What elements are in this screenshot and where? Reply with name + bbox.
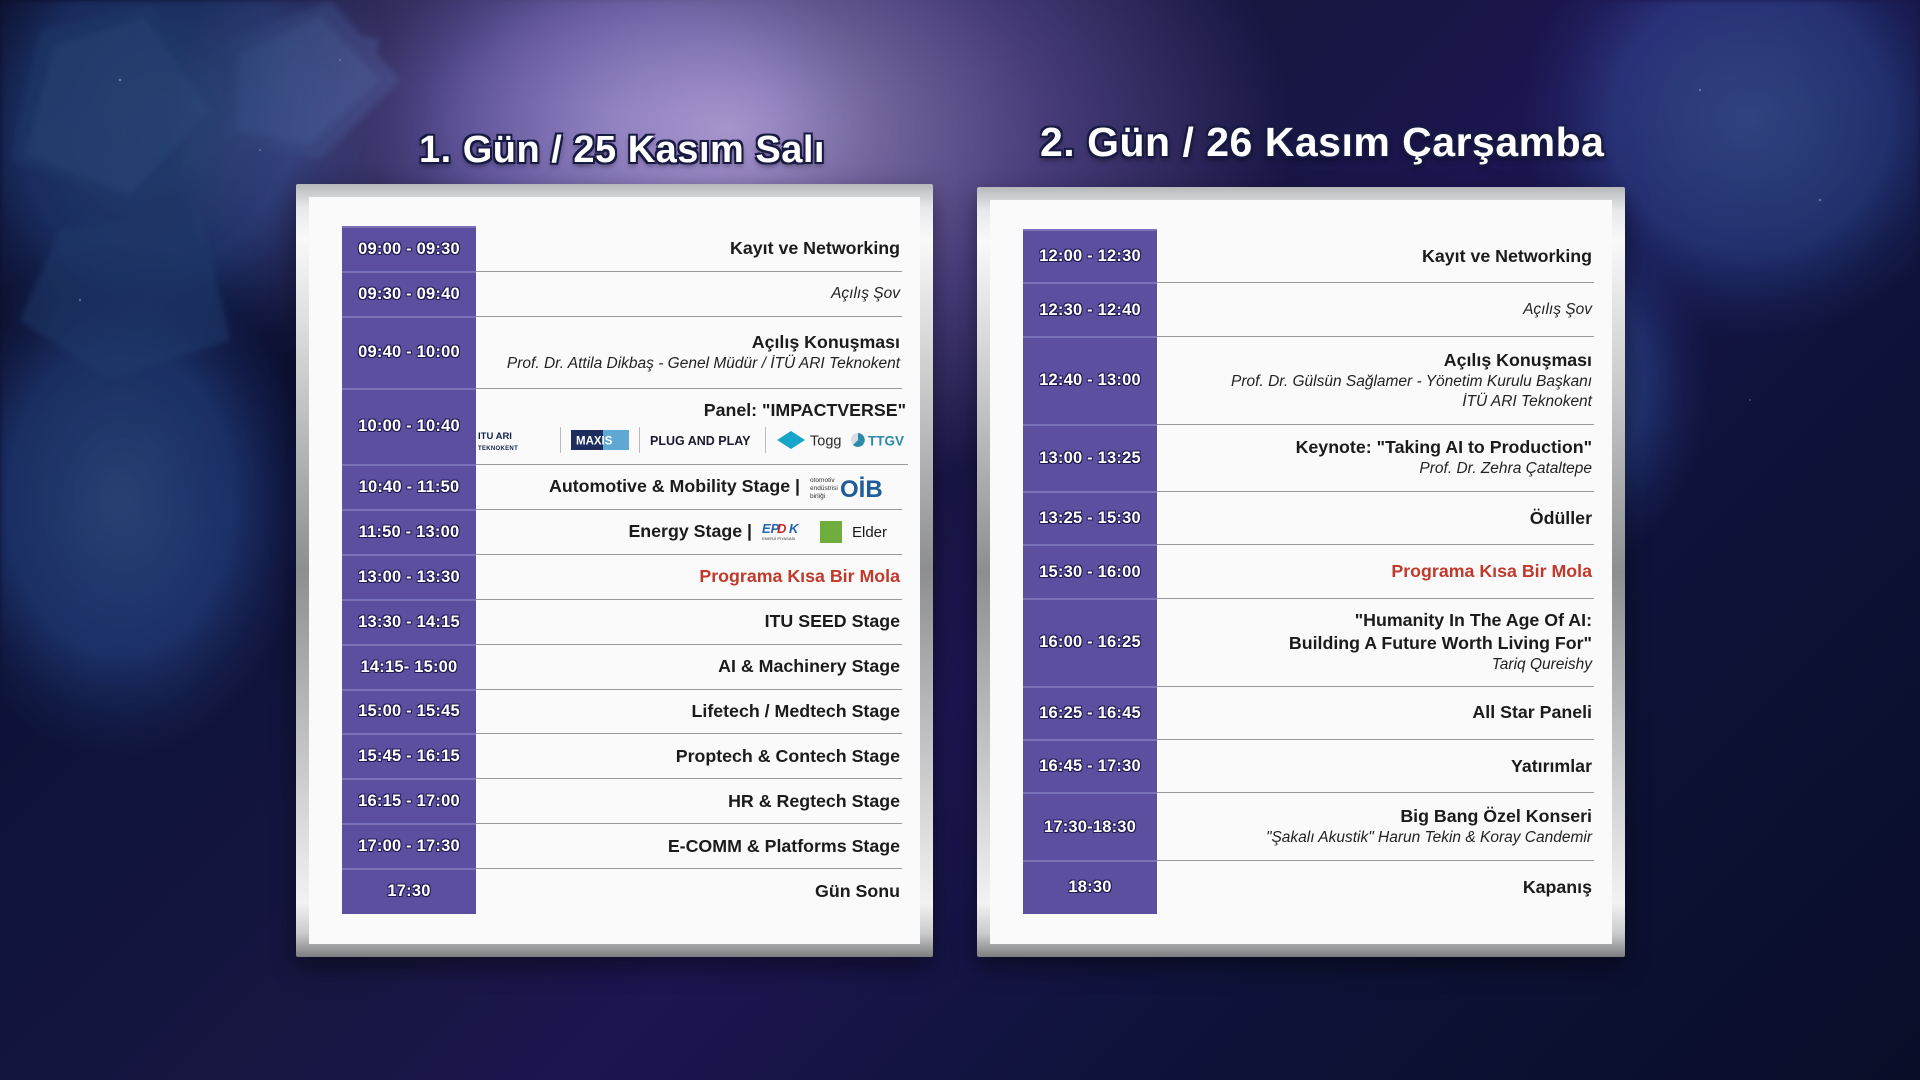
svg-text:TTGV: TTGV [868,433,904,448]
svg-text:otomotiv: otomotiv [810,477,835,484]
svg-text:birliği: birliği [810,493,825,500]
svg-text:OİB: OİB [840,476,883,503]
svg-text:endüstrisi: endüstrisi [810,485,838,492]
svg-text:Togg: Togg [810,433,841,449]
svg-text:K: K [789,521,800,536]
svg-text:ITU ARI: ITU ARI [478,431,512,442]
svg-text:Elder: Elder [852,524,887,541]
svg-text:TEKNOKENT: TEKNOKENT [478,446,518,452]
svg-text:PLUG AND PLAY: PLUG AND PLAY [650,434,751,448]
svg-text:D: D [777,521,787,536]
svg-text:ENERJİ PİYASASI: ENERJİ PİYASASI [762,536,795,541]
svg-text:MAXIS: MAXIS [576,435,613,447]
